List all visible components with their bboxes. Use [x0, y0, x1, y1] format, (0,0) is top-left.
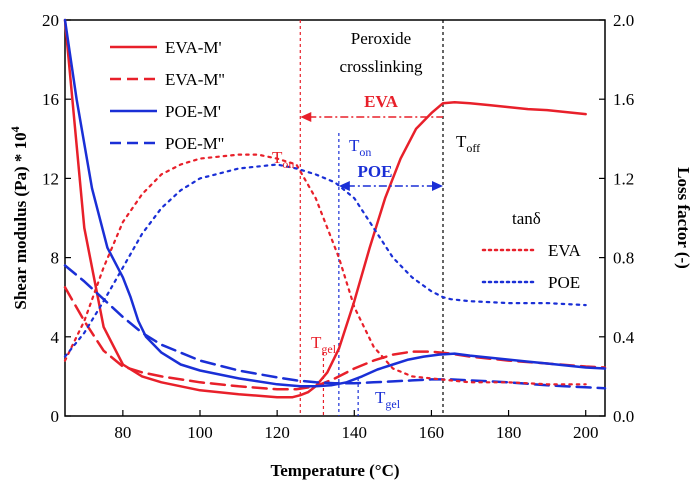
series-line-3	[63, 264, 607, 390]
annotation-toff-base: T	[456, 132, 467, 151]
legend-label-tan-poe: POE	[548, 273, 580, 292]
y-left-tick-label: 4	[51, 328, 60, 347]
series-layer	[63, 18, 607, 399]
x-tick-label: 180	[496, 423, 522, 442]
y-right-tick-label: 0.8	[613, 249, 634, 268]
series-line-4	[63, 153, 587, 386]
y-left-tick-label: 20	[42, 11, 59, 30]
eva-arrow-head	[300, 112, 312, 122]
y-right-tick-label: 0.4	[613, 328, 635, 347]
annotation-poe-label: POE	[358, 162, 393, 181]
legend-tan: tanδ EVA POE	[481, 209, 581, 292]
annotation-toff: Toff	[456, 132, 480, 155]
legend-main: EVA-M' EVA-M'' POE-M' POE-M''	[110, 38, 225, 153]
legend-label-tan-eva: EVA	[548, 241, 581, 260]
y-left-axis-title-exponent: 4	[8, 126, 22, 132]
annotation-eva-tgel-base: T	[311, 333, 322, 352]
x-tick-label: 140	[342, 423, 368, 442]
x-tick-label: 160	[419, 423, 445, 442]
annotation-eva-label: EVA	[364, 92, 398, 111]
annotation-poe-ton: Ton	[349, 136, 371, 159]
annotation-poe-tgel-base: T	[375, 388, 386, 407]
annotation-peroxide-line2: crosslinking	[339, 57, 423, 76]
series-line-2	[63, 18, 607, 388]
x-tick-label: 200	[573, 423, 599, 442]
annotation-eva-ton: Ton	[272, 148, 294, 171]
annotation-eva-tgel: Tgel	[311, 333, 337, 356]
annotation-eva-ton-sub: on	[282, 157, 294, 171]
legend-label-eva-m2: EVA-M''	[165, 70, 225, 89]
legend-label-poe-m1: POE-M'	[165, 102, 221, 121]
y-right-tick-label: 1.6	[613, 90, 634, 109]
y-right-tick-label: 1.2	[613, 169, 634, 188]
y-right-tick-label: 2.0	[613, 11, 634, 30]
annotation-eva-ton-base: T	[272, 148, 283, 167]
annotations: Peroxide crosslinking EVA POE Ton Ton To…	[272, 29, 480, 411]
series-line-5	[63, 163, 587, 358]
axis-ticks: 80 100 120 140 160 180 200 0 4 8 12 16 20 0.0 0.4 0.8 1.…	[42, 11, 635, 442]
y-left-tick-label: 8	[51, 249, 60, 268]
annotation-toff-sub: off	[466, 141, 480, 155]
legend-tan-title: tanδ	[512, 209, 541, 228]
poe-arrow-head-left	[338, 181, 350, 191]
annotation-poe-ton-base: T	[349, 136, 360, 155]
annotation-eva-tgel-sub: gel	[321, 342, 336, 356]
y-left-tick-label: 12	[42, 169, 59, 188]
annotation-peroxide-line1: Peroxide	[351, 29, 411, 48]
annotation-poe-ton-sub: on	[359, 145, 371, 159]
series-line-0	[63, 18, 587, 399]
y-right-tick-label: 0.0	[613, 407, 634, 426]
legend-label-poe-m2: POE-M''	[165, 134, 224, 153]
poe-arrow-head-right	[432, 181, 443, 191]
y-left-tick-label: 16	[42, 90, 59, 109]
y-left-axis-title-main: Shear modulus (Pa) * 10	[11, 132, 30, 309]
x-tick-label: 100	[187, 423, 213, 442]
legend-label-eva-m1: EVA-M'	[165, 38, 222, 57]
y-left-axis-title: Shear modulus (Pa) * 104	[8, 126, 30, 309]
annotation-poe-tgel: Tgel	[375, 388, 401, 411]
y-right-axis-title: Loss factor (-)	[674, 167, 693, 269]
x-tick-label: 80	[114, 423, 131, 442]
x-tick-label: 120	[264, 423, 290, 442]
annotation-poe-tgel-sub: gel	[385, 397, 400, 411]
x-axis-title: Temperature (°C)	[270, 461, 399, 480]
y-left-tick-label: 0	[51, 407, 60, 426]
plot-frame	[64, 19, 606, 417]
